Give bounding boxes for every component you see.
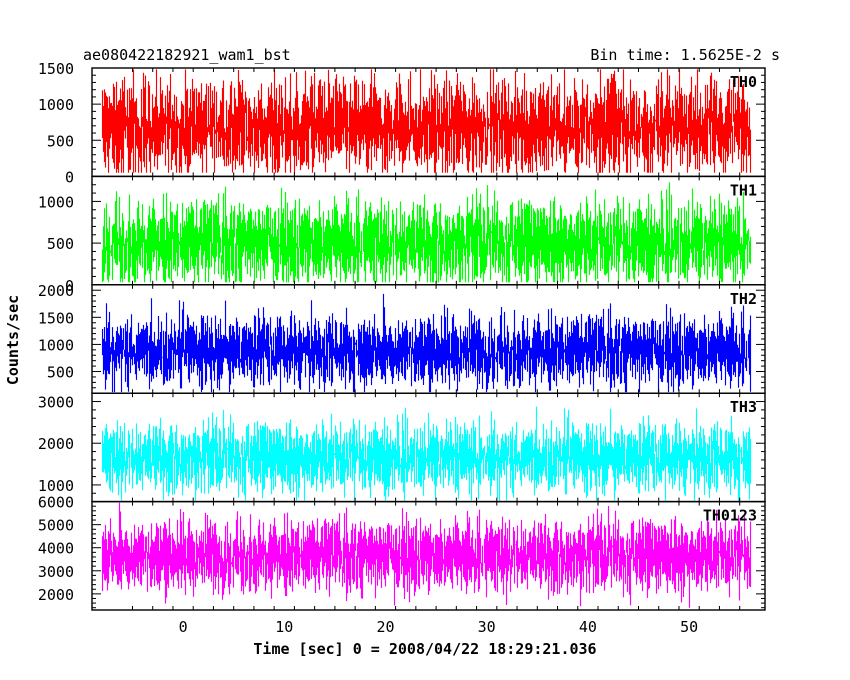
panel-name-th3: TH3 xyxy=(730,398,757,416)
panel-th3: 1000 2000 3000 TH3 xyxy=(38,392,766,503)
chart-title-left: ae080422182921_wam1_bst xyxy=(83,46,291,64)
y-tick-label: 2000 xyxy=(38,586,74,604)
y-tick-label: 1000 xyxy=(38,96,74,114)
panel-name-th1: TH1 xyxy=(730,181,757,199)
y-tick-label: 3000 xyxy=(38,394,74,412)
chart-title-right: Bin time: 1.5625E-2 s xyxy=(590,46,780,64)
y-tick-label: 1500 xyxy=(38,309,74,327)
series-th2 xyxy=(101,293,752,393)
panel-name-th0123: TH0123 xyxy=(703,507,757,525)
y-tick-label: 5000 xyxy=(38,517,74,535)
y-tick-label: 1500 xyxy=(38,60,74,78)
series-th0123 xyxy=(101,502,752,608)
panel-frame xyxy=(91,500,766,611)
series-th3 xyxy=(101,406,752,501)
y-tick-label: 3000 xyxy=(38,563,74,581)
y-tick-label: 4000 xyxy=(38,540,74,558)
y-tick-label: 6000 xyxy=(38,494,74,512)
x-tick-label: 10 xyxy=(275,618,293,636)
panel-th0: 0 500 1000 1500 TH0 xyxy=(38,60,766,186)
x-tick-label: 40 xyxy=(579,618,597,636)
y-axis-label: Counts/sec xyxy=(4,295,22,385)
panel-name-th2: TH2 xyxy=(730,290,757,308)
series-th0 xyxy=(101,69,752,173)
panel-th1: 0 500 1000 TH1 xyxy=(38,175,766,295)
y-tick-label: 2000 xyxy=(38,282,74,300)
x-axis-label: Time [sec] 0 = 2008/04/22 18:29:21.036 xyxy=(253,640,596,658)
x-tick-label: 50 xyxy=(680,618,698,636)
series-th1 xyxy=(101,182,752,283)
y-tick-label: 0 xyxy=(65,168,74,186)
y-tick-label: 500 xyxy=(47,132,74,150)
y-tick-label: 1000 xyxy=(38,336,74,354)
x-tick-label: 20 xyxy=(376,618,394,636)
y-tick-label: 1000 xyxy=(38,477,74,495)
y-tick-label: 2000 xyxy=(38,435,74,453)
panel-th0123: 2000 3000 4000 5000 6000 TH0123 xyxy=(38,494,766,611)
y-tick-label: 1000 xyxy=(38,193,74,211)
y-tick-label: 0 xyxy=(65,277,74,295)
x-tick-label: 0 xyxy=(179,618,188,636)
panel-name-th0: TH0 xyxy=(730,73,757,91)
x-tick-label: 30 xyxy=(478,618,496,636)
panels-group: 050010001500TH005001000TH150010001500200… xyxy=(38,60,766,636)
y-tick-label: 500 xyxy=(47,364,74,382)
panel-th2: 500 1000 1500 2000 TH2 xyxy=(38,282,766,394)
y-tick-label: 500 xyxy=(47,235,74,253)
